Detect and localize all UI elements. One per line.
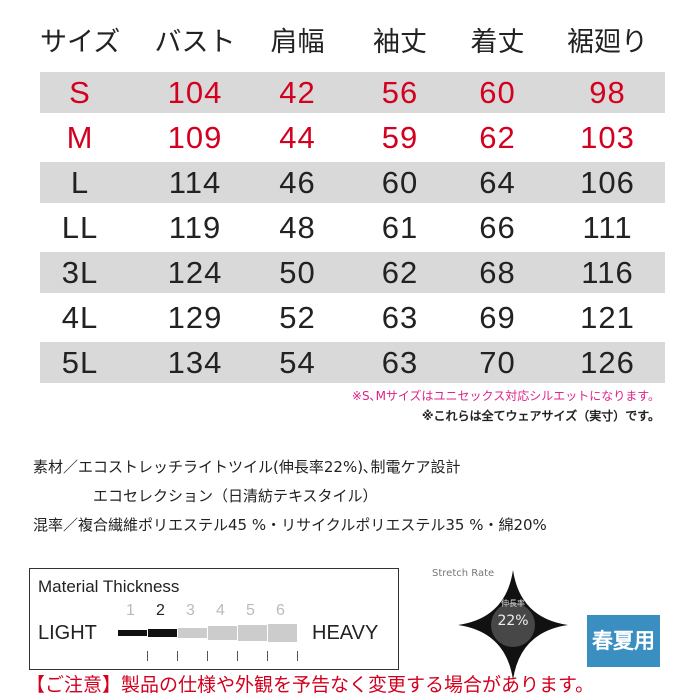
size-cell: M	[66, 120, 94, 155]
value-cell: 98	[589, 75, 626, 110]
stretch-star-icon	[458, 570, 568, 680]
stretch-value: 22%	[497, 613, 529, 629]
table-row: 5L 134 54 63 70 126	[40, 342, 665, 383]
value-cell: 119	[168, 210, 222, 245]
value-cell: 61	[381, 210, 419, 245]
value-cell: 129	[167, 300, 223, 335]
scale-tick	[267, 651, 268, 661]
value-cell: 50	[279, 255, 316, 290]
column-header: 袖丈	[373, 27, 427, 58]
stretch-label: 伸長率	[501, 599, 525, 608]
value-cell: 104	[167, 75, 223, 110]
scale-number: 3	[186, 602, 195, 619]
table-row: M 109 44 59 62 103	[40, 117, 665, 158]
value-cell: 126	[580, 345, 635, 380]
table-row: L 114 46 60 64 106	[40, 162, 665, 203]
value-cell: 69	[479, 300, 516, 335]
table-row: 4L 129 52 63 69 121	[40, 297, 665, 338]
thickness-title: Material Thickness	[38, 577, 180, 596]
value-cell: 134	[167, 345, 223, 380]
unisex-note: ※S､Mサイズはユニセックス対応シルエットになります。	[351, 389, 660, 403]
scale-tick	[177, 651, 178, 661]
material-line-2: エコセレクション（日清紡テキスタイル）	[93, 487, 378, 505]
column-header: 裾廻り	[567, 27, 648, 58]
value-cell: 59	[381, 120, 419, 155]
value-cell: 56	[381, 75, 419, 110]
value-cell: 62	[381, 255, 419, 290]
value-cell: 63	[381, 345, 419, 380]
size-cell: 3L	[61, 255, 99, 290]
column-header: サイズ	[40, 27, 121, 58]
value-cell: 121	[580, 300, 635, 335]
value-cell: 66	[479, 210, 516, 245]
column-header: バスト	[154, 27, 236, 58]
value-cell: 52	[279, 300, 316, 335]
table-row: 3L 124 50 62 68 116	[40, 252, 665, 293]
scale-number: 6	[276, 602, 285, 619]
scale-bar	[268, 624, 297, 642]
value-cell: 111	[582, 210, 633, 245]
scale-tick	[147, 651, 148, 661]
value-cell: 48	[279, 210, 316, 245]
scale-tick	[237, 651, 238, 661]
value-cell: 70	[479, 345, 516, 380]
value-cell: 60	[479, 75, 516, 110]
scale-number: 1	[126, 602, 135, 619]
season-badge: 春夏用	[587, 615, 660, 667]
scale-number: 5	[246, 602, 255, 619]
table-row: S 104 42 56 60 98	[40, 72, 665, 113]
heavy-label: HEAVY	[312, 622, 379, 644]
value-cell: 63	[381, 300, 419, 335]
scale-number: 2	[156, 602, 165, 619]
light-label: LIGHT	[38, 622, 97, 644]
value-cell: 106	[580, 165, 635, 200]
value-cell: 60	[381, 165, 419, 200]
actual-size-note: ※これらは全てウェアサイズ（実寸）です。	[421, 409, 660, 423]
stretch-title: Stretch Rate	[432, 568, 495, 579]
scale-bar	[208, 626, 237, 640]
value-cell: 124	[167, 255, 223, 290]
size-cell: 5L	[61, 345, 99, 380]
scale-bar	[118, 630, 147, 636]
scale-bar	[178, 627, 207, 639]
value-cell: 46	[279, 165, 316, 200]
size-cell: S	[69, 75, 91, 110]
caution-text: 【ご注意】製品の仕様や外観を予告なく変更する場合があります。	[26, 674, 595, 696]
size-cell: LL	[61, 210, 99, 245]
blend-line: 混率／複合繊維ポリエステル45 %・リサイクルポリエステル35 %・綿20%	[33, 516, 547, 534]
thickness-box: Material Thickness LIGHT HEAVY 1 2 3 4 5 6	[29, 568, 399, 670]
table-row: LL 119 48 61 66 111	[40, 207, 665, 248]
column-header: 着丈	[470, 27, 525, 58]
column-header: 肩幅	[270, 27, 325, 58]
size-cell: L	[70, 165, 90, 200]
scale-bar	[148, 628, 177, 638]
material-line-1: 素材／エコストレッチライトツイル(伸長率22%)､制電ケア設計	[33, 458, 461, 476]
scale-tick	[297, 651, 298, 661]
value-cell: 54	[279, 345, 316, 380]
value-cell: 62	[479, 120, 516, 155]
value-cell: 64	[479, 165, 516, 200]
value-cell: 103	[580, 120, 635, 155]
value-cell: 114	[168, 165, 222, 200]
size-cell: 4L	[61, 300, 99, 335]
scale-bar	[238, 625, 267, 641]
scale-number: 4	[216, 602, 225, 619]
scale-tick	[207, 651, 208, 661]
value-cell: 44	[279, 120, 316, 155]
value-cell: 68	[479, 255, 516, 290]
value-cell: 42	[279, 75, 316, 110]
value-cell: 109	[167, 120, 223, 155]
value-cell: 116	[581, 255, 634, 290]
